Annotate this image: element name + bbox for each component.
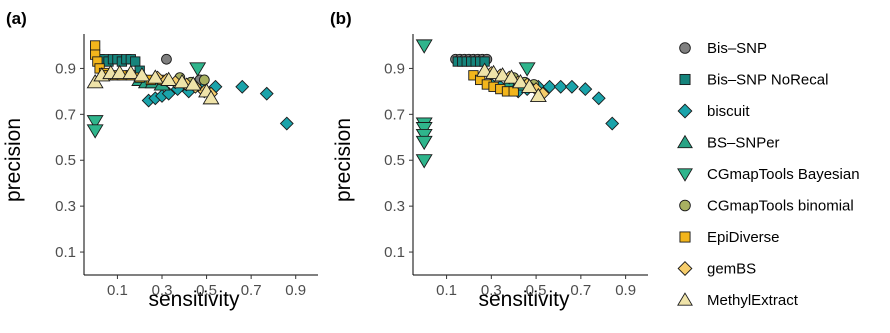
x-tick-label: 0.9: [615, 282, 636, 299]
point-cgmaptools-bayesian: [86, 115, 104, 130]
point-biscuit: [553, 79, 568, 94]
legend-label: Bis–SNP: [707, 40, 767, 57]
point-methylextract: [485, 64, 503, 80]
legend-label: BS–SNPer: [707, 135, 780, 152]
point-biscuit: [605, 116, 620, 131]
point-methylextract: [494, 67, 512, 82]
legend-item-bis-snp-norecal: Bis–SNP NoRecal: [679, 72, 828, 89]
x-tick-label: 0.5: [196, 282, 217, 299]
ticks-b: 0.1 0.3 0.5 0.7 0.9 0.1 0.3 0.5 0.7 0.9: [384, 34, 648, 299]
point-biscuit: [591, 91, 606, 106]
legend: Bis–SNP Bis–SNP NoRecal biscuit BS–SNPer CGm…: [677, 40, 860, 309]
x-tick-label: 0.9: [285, 282, 306, 299]
legend-symbol-gembs: [677, 261, 693, 276]
x-tick-label: 0.1: [436, 282, 457, 299]
y-tick-label: 0.3: [384, 198, 405, 215]
point-cgmaptools-bayesian: [86, 124, 104, 139]
x-axis-label-a: sensitivity: [148, 288, 240, 311]
legend-item-cgmaptools-bayesian: CGmapTools Bayesian: [677, 166, 860, 183]
point-biscuit: [542, 79, 557, 94]
point-biscuit: [235, 79, 250, 94]
legend-symbol-bis-snp-norecal: [679, 73, 691, 86]
y-tick-label: 0.5: [55, 152, 76, 169]
point-cgmaptools-bayesian: [415, 154, 433, 169]
legend-symbol-cgmaptools-bayesian: [677, 168, 693, 182]
legend-label: EpiDiverse: [707, 229, 780, 246]
y-tick-label: 0.9: [384, 60, 405, 77]
panel-label-a: (a): [6, 9, 27, 28]
panel-a: (a) precision sensitivity 0.1 0.3 0.5 0.7 0.…: [2, 9, 318, 311]
point-cgmaptools-bayesian: [518, 62, 536, 77]
data-points-b: [415, 39, 620, 169]
x-tick-label: 0.5: [526, 282, 547, 299]
legend-symbol-methylextract: [677, 292, 693, 306]
point-biscuit: [161, 86, 176, 101]
legend-item-biscuit: biscuit: [677, 103, 750, 120]
point-cgmaptools-bayesian: [415, 39, 433, 54]
y-tick-label: 0.1: [55, 244, 76, 261]
point-cgmaptools-bayesian: [189, 62, 207, 77]
legend-item-cgmaptools-binomial: CGmapTools binomial: [679, 198, 854, 215]
point-methylextract: [511, 73, 529, 89]
point-bis-snp-norecal: [130, 56, 141, 67]
point-methylextract: [476, 62, 494, 77]
point-epidiverse: [90, 40, 101, 51]
point-bis-snp: [161, 53, 172, 65]
point-cgmaptools-bayesian: [415, 135, 433, 151]
point-methylextract: [184, 76, 202, 91]
point-methylextract: [122, 64, 140, 80]
point-biscuit: [259, 86, 274, 101]
point-methylextract: [502, 69, 520, 84]
y-tick-label: 0.1: [384, 244, 405, 261]
point-methylextract: [111, 64, 129, 80]
y-tick-label: 0.9: [55, 60, 76, 77]
legend-item-bis-snp: Bis–SNP: [679, 40, 767, 57]
legend-label: gemBS: [707, 261, 756, 278]
x-tick-label: 0.7: [570, 282, 591, 299]
x-tick-label: 0.1: [107, 282, 128, 299]
x-axis-label-b: sensitivity: [478, 288, 570, 311]
point-methylextract: [160, 71, 178, 86]
point-methylextract: [520, 78, 538, 93]
point-cgmaptools-binomial: [198, 74, 210, 86]
y-axis-label-b: precision: [332, 118, 355, 202]
legend-item-methylextract: MethylExtract: [677, 292, 799, 309]
legend-item-bs-snper: BS–SNPer: [677, 134, 780, 152]
point-methylextract: [133, 67, 151, 82]
panel-b: (b) precision sensitivity 0.1 0.3 0.5 0.7 0.…: [330, 9, 648, 311]
x-tick-label: 0.3: [481, 282, 502, 299]
legend-symbol-bis-snp: [679, 42, 691, 54]
point-biscuit: [564, 79, 579, 94]
legend-label: biscuit: [707, 103, 750, 120]
y-tick-label: 0.5: [384, 152, 405, 169]
point-methylextract: [146, 69, 164, 84]
point-biscuit: [578, 82, 593, 97]
x-tick-label: 0.7: [241, 282, 262, 299]
data-points-a: [86, 40, 294, 139]
legend-symbol-biscuit: [677, 103, 693, 119]
panel-label-b: (b): [330, 9, 352, 28]
point-methylextract: [529, 87, 547, 103]
legend-label: CGmapTools binomial: [707, 198, 854, 215]
legend-symbol-cgmaptools-binomial: [679, 199, 691, 212]
point-biscuit: [279, 116, 294, 131]
y-axis-label-a: precision: [2, 118, 25, 202]
y-tick-label: 0.3: [55, 198, 76, 215]
ticks-a: 0.1 0.3 0.5 0.7 0.9 0.1 0.3 0.5 0.7 0.9: [55, 34, 318, 299]
y-tick-label: 0.7: [384, 106, 405, 123]
legend-symbol-epidiverse: [679, 231, 691, 243]
y-tick-label: 0.7: [55, 106, 76, 123]
legend-item-gembs: gemBS: [677, 261, 756, 278]
point-methylextract: [173, 73, 191, 89]
legend-label: MethylExtract: [707, 292, 799, 309]
legend-symbol-bs-snper: [677, 134, 693, 149]
legend-label: CGmapTools Bayesian: [707, 166, 860, 183]
legend-label: Bis–SNP NoRecal: [707, 72, 828, 89]
legend-item-epidiverse: EpiDiverse: [679, 229, 780, 246]
point-methylextract: [202, 90, 220, 105]
x-tick-label: 0.3: [152, 282, 173, 299]
